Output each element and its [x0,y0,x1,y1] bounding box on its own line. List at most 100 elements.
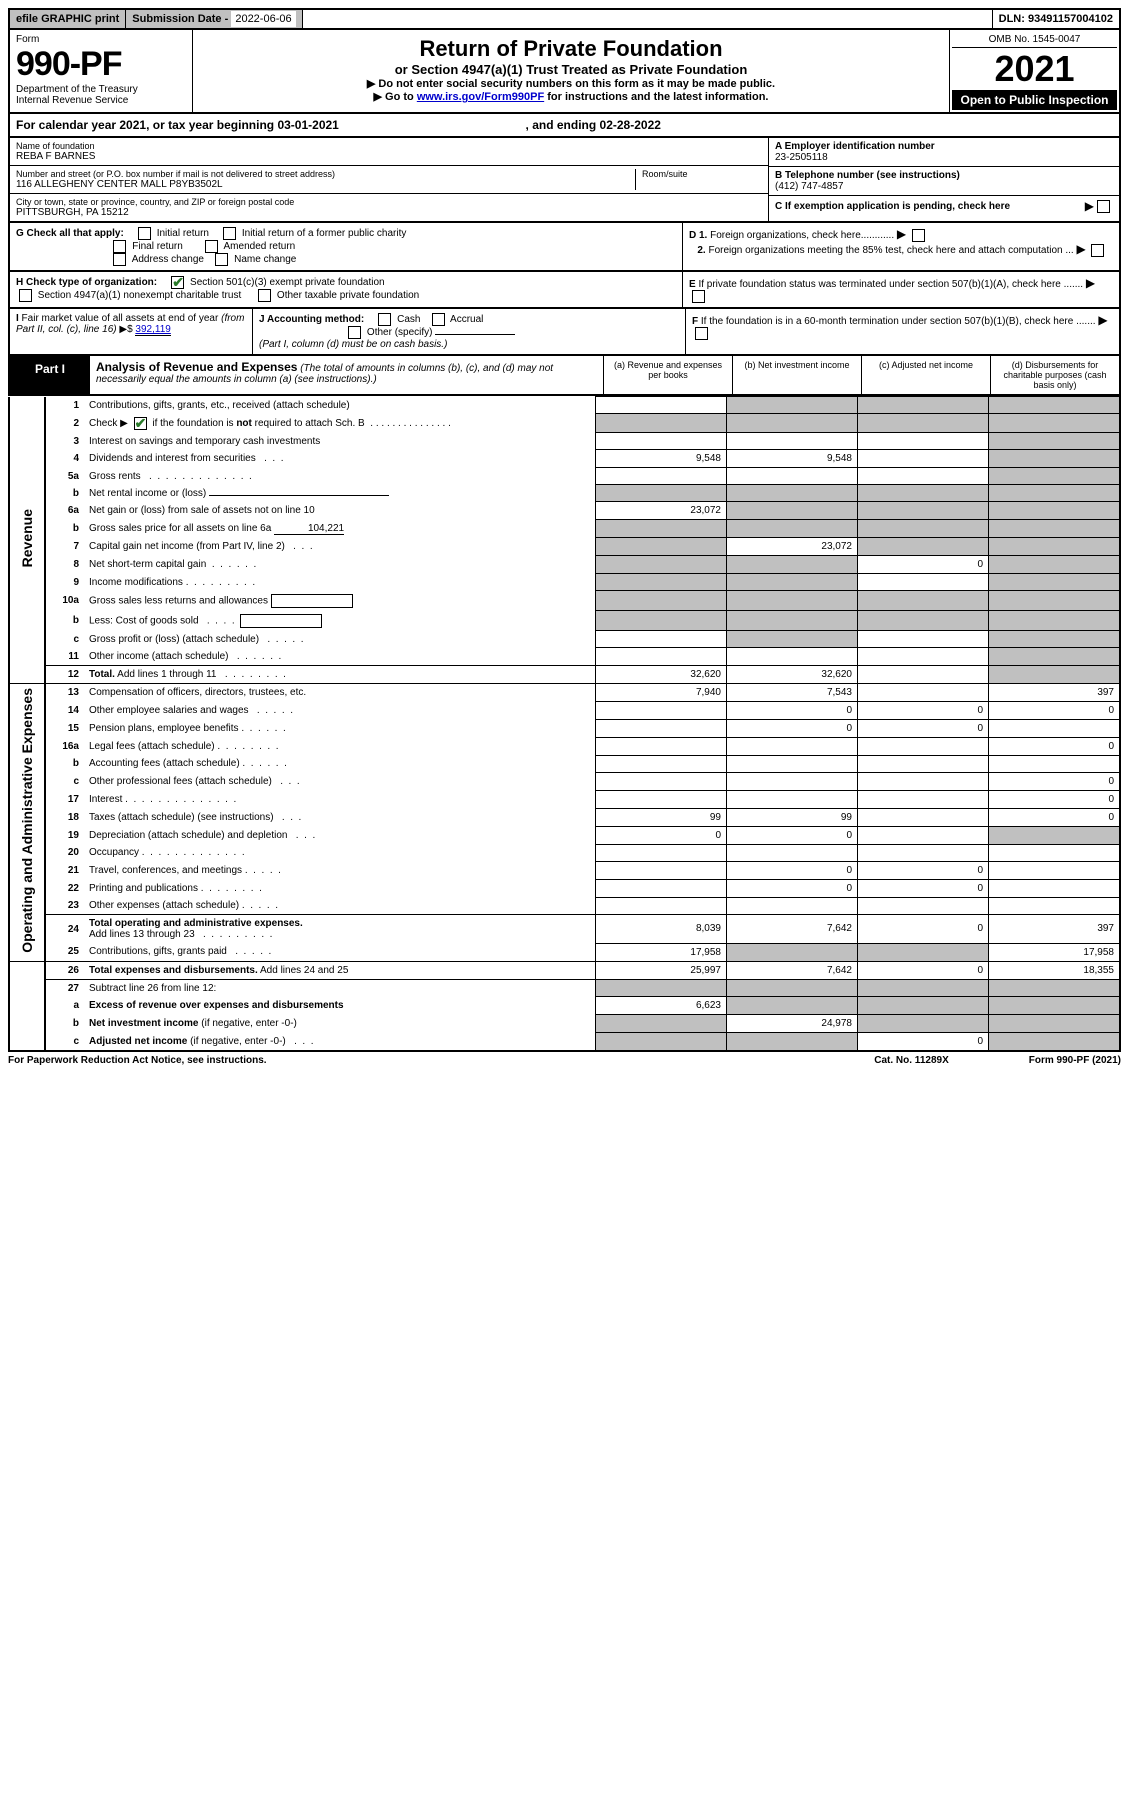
line-16b: Accounting fees (attach schedule) . . . … [84,755,596,772]
name-change-checkbox[interactable] [215,253,228,266]
j-label: J Accounting method: [259,314,364,325]
line-22: Printing and publications . . . . . . . … [84,879,596,897]
city-label: City or town, state or province, country… [16,197,762,207]
line-3: Interest on savings and temporary cash i… [84,433,596,450]
phone-label: B Telephone number (see instructions) [775,170,1113,181]
tax-year: 2021 [952,48,1117,90]
dln: DLN: 93491157004102 [992,10,1119,28]
line-26: Total expenses and disbursements. Add li… [84,961,596,979]
g-label: G Check all that apply: [16,228,124,239]
line-27a: Excess of revenue over expenses and disb… [84,997,596,1015]
f-checkbox[interactable] [695,327,708,340]
line-4: Dividends and interest from securities .… [84,450,596,468]
year-end: 02-28-2022 [600,118,661,132]
line-10c: Gross profit or (loss) (attach schedule)… [84,631,596,648]
cat-no: Cat. No. 11289X [874,1055,948,1066]
address-label: Number and street (or P.O. box number if… [16,169,635,179]
other-method-checkbox[interactable] [348,326,361,339]
note-link: ▶ Go to www.irs.gov/Form990PF for instru… [199,90,943,103]
top-bar: efile GRAPHIC print Submission Date - 20… [8,8,1121,30]
name-label: Name of foundation [16,141,762,151]
form-ref: Form 990-PF (2021) [1029,1055,1121,1066]
foundation-address: 116 ALLEGHENY CENTER MALL P8YB3502L [16,179,635,190]
efile-label: efile GRAPHIC print [10,10,126,28]
entity-info: Name of foundation REBA F BARNES Number … [8,138,1121,223]
fmv-link[interactable]: 392,119 [135,324,170,336]
line-5b: Net rental income or (loss) [84,485,596,502]
header-left: Form 990-PF Department of the Treasury I… [10,30,193,112]
part1-desc: Analysis of Revenue and Expenses (The to… [90,356,603,394]
cash-checkbox[interactable] [378,313,391,326]
e-checkbox[interactable] [692,290,705,303]
dept-treasury: Department of the Treasury [16,84,186,95]
col-a-header: (a) Revenue and expenses per books [603,356,732,394]
d2-checkbox[interactable] [1091,244,1104,257]
year-begin: 03-01-2021 [277,118,338,132]
line-21: Travel, conferences, and meetings . . . … [84,861,596,879]
initial-former-checkbox[interactable] [223,227,236,240]
section-g: G Check all that apply: Initial return I… [8,223,1121,272]
section-ij: I Fair market value of all assets at end… [8,309,1121,356]
j-note: (Part I, column (d) must be on cash basi… [259,339,447,350]
calendar-year-row: For calendar year 2021, or tax year begi… [8,114,1121,138]
line-6b: Gross sales price for all assets on line… [84,520,596,538]
phone-value: (412) 747-4857 [775,181,1113,192]
revenue-section-label: Revenue [9,397,45,684]
line-16a: Legal fees (attach schedule) . . . . . .… [84,737,596,755]
initial-return-checkbox[interactable] [138,227,151,240]
amended-return-checkbox[interactable] [205,240,218,253]
sch-b-checkbox[interactable] [134,417,147,430]
line-2: Check ▶ if the foundation is not require… [84,414,596,433]
4947a1-checkbox[interactable] [19,289,32,302]
line-1: Contributions, gifts, grants, etc., rece… [84,397,596,414]
line-11: Other income (attach schedule) . . . . .… [84,648,596,666]
paperwork-notice: For Paperwork Reduction Act Notice, see … [8,1055,267,1066]
ein-label: A Employer identification number [775,141,1113,152]
col-d-header: (d) Disbursements for charitable purpose… [990,356,1119,394]
section-h: H Check type of organization: Section 50… [8,272,1121,309]
line-23: Other expenses (attach schedule) . . . .… [84,897,596,915]
arrow-icon: ▶ [1085,199,1094,213]
line-9: Income modifications . . . . . . . . . [84,574,596,591]
form-header: Form 990-PF Department of the Treasury I… [8,30,1121,114]
form-subtitle: or Section 4947(a)(1) Trust Treated as P… [199,62,943,77]
line-8: Net short-term capital gain . . . . . . [84,556,596,574]
h-label: H Check type of organization: [16,277,157,288]
header-center: Return of Private Foundation or Section … [193,30,950,112]
form-word: Form [16,34,186,45]
line-6a: Net gain or (loss) from sale of assets n… [84,502,596,520]
exemption-pending-checkbox[interactable] [1097,200,1110,213]
line-10b: Less: Cost of goods sold . . . . [84,611,596,631]
ein-value: 23-2505118 [775,152,1113,163]
line-24: Total operating and administrative expen… [84,915,596,944]
line-16c: Other professional fees (attach schedule… [84,772,596,790]
open-to-public: Open to Public Inspection [952,90,1117,110]
line-19: Depreciation (attach schedule) and deple… [84,826,596,844]
note-ssn: ▶ Do not enter social security numbers o… [199,77,943,90]
line-18: Taxes (attach schedule) (see instruction… [84,808,596,826]
submission-date-label: Submission Date - 2022-06-06 [126,10,302,28]
line-5a: Gross rents . . . . . . . . . . . . . [84,468,596,485]
accrual-checkbox[interactable] [432,313,445,326]
line-27c: Adjusted net income (if negative, enter … [84,1033,596,1052]
line-15: Pension plans, employee benefits . . . .… [84,719,596,737]
line-25: Contributions, gifts, grants paid . . . … [84,943,596,961]
d1-checkbox[interactable] [912,229,925,242]
instructions-link[interactable]: www.irs.gov/Form990PF [417,91,544,103]
address-change-checkbox[interactable] [113,253,126,266]
other-taxable-checkbox[interactable] [258,289,271,302]
line-14: Other employee salaries and wages . . . … [84,701,596,719]
line-7: Capital gain net income (from Part IV, l… [84,538,596,556]
room-label: Room/suite [642,169,762,179]
omb-number: OMB No. 1545-0047 [952,32,1117,48]
line-12: Total. Add lines 1 through 11 . . . . . … [84,665,596,683]
line-10a: Gross sales less returns and allowances [84,591,596,611]
final-return-checkbox[interactable] [113,240,126,253]
line-13: Compensation of officers, directors, tru… [84,683,596,701]
line-27: Subtract line 26 from line 12: [84,979,596,997]
part1-label: Part I [10,356,90,394]
part1-header: Part I Analysis of Revenue and Expenses … [8,356,1121,396]
irs-label: Internal Revenue Service [16,95,186,106]
page-footer: For Paperwork Reduction Act Notice, see … [8,1052,1121,1066]
501c3-checkbox[interactable] [171,276,184,289]
